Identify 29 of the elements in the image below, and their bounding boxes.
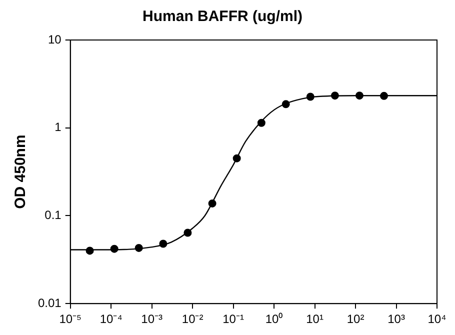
point xyxy=(134,244,143,252)
x-tick-label: 10² xyxy=(346,312,364,326)
point xyxy=(184,228,192,237)
y-tick-label: 1 xyxy=(54,120,62,134)
y-tick-label: 0.1 xyxy=(44,208,62,222)
point xyxy=(306,92,314,101)
point xyxy=(86,246,94,255)
x-tick-label: 10⁻³ xyxy=(141,312,163,326)
point xyxy=(330,92,339,100)
x-tick-label: 10³ xyxy=(388,312,405,326)
chart-title: Human BAFFR (ug/ml) xyxy=(142,8,302,26)
point xyxy=(232,154,241,162)
point xyxy=(355,92,364,100)
x-tick-label: 10⁻¹ xyxy=(222,312,244,326)
point xyxy=(208,199,216,208)
x-tick-label: 10⁻² xyxy=(182,312,204,326)
point xyxy=(159,240,168,248)
x-tick-label: 10¹ xyxy=(306,312,324,326)
x-tick-label: 10⁻⁵ xyxy=(59,312,82,326)
x-tick-label: 10⁰ xyxy=(265,312,283,326)
x-tick-label: 10⁴ xyxy=(428,312,446,326)
x-tick-label: 10⁻⁴ xyxy=(100,312,122,326)
point xyxy=(282,100,290,108)
point xyxy=(257,118,266,127)
y-axis-title: OD 450nm xyxy=(12,134,30,209)
point xyxy=(380,92,388,100)
y-tick-label: 10 xyxy=(48,32,62,46)
y-tick-label: 0.01 xyxy=(38,296,62,310)
point xyxy=(110,244,118,253)
